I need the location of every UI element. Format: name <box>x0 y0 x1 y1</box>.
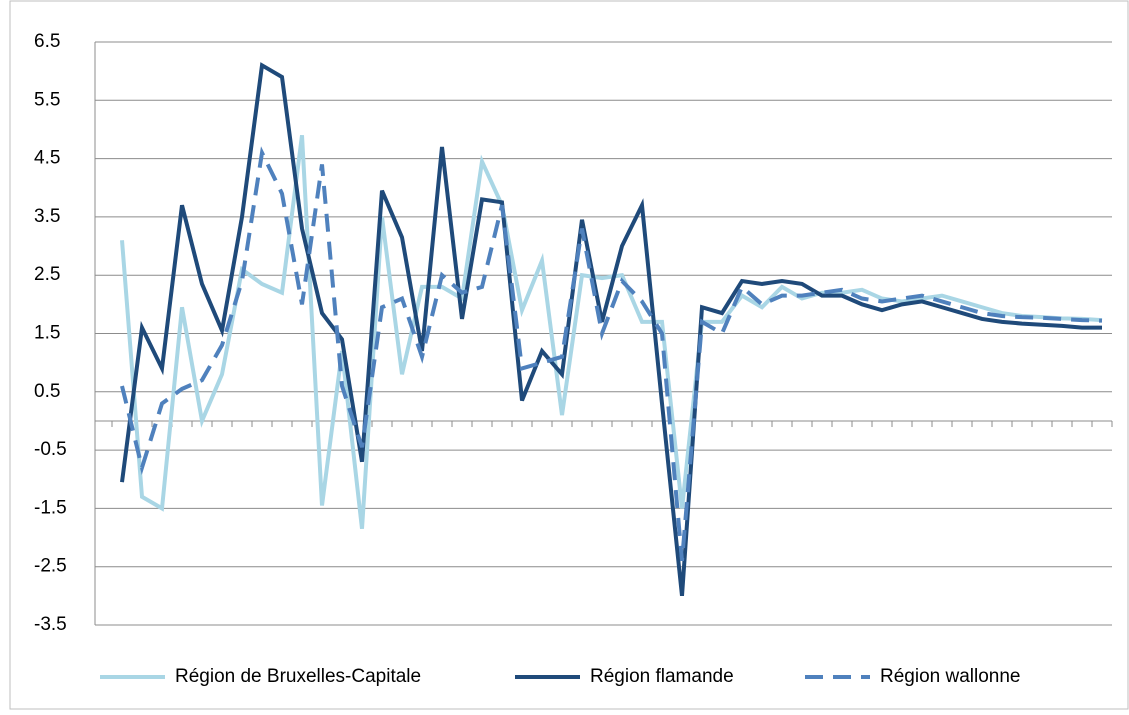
y-tick-label: 2.5 <box>34 264 60 285</box>
y-tick-label: 0.5 <box>34 381 60 402</box>
y-tick-label: -0.5 <box>34 439 67 460</box>
y-tick-label: -2.5 <box>34 556 67 577</box>
y-tick-label: 5.5 <box>34 89 60 110</box>
y-tick-label: -1.5 <box>34 497 67 518</box>
y-tick-label: -3.5 <box>34 614 67 635</box>
legend-label: Région de Bruxelles-Capitale <box>175 666 421 687</box>
y-tick-label: 6.5 <box>34 31 60 52</box>
y-tick-label: 1.5 <box>34 323 60 344</box>
legend-label: Région wallonne <box>880 666 1021 687</box>
y-tick-label: 3.5 <box>34 206 60 227</box>
line-series <box>120 62 1102 597</box>
line-series <box>120 146 1103 562</box>
legend-label: Région flamande <box>590 666 734 687</box>
y-tick-label: 4.5 <box>34 148 60 169</box>
